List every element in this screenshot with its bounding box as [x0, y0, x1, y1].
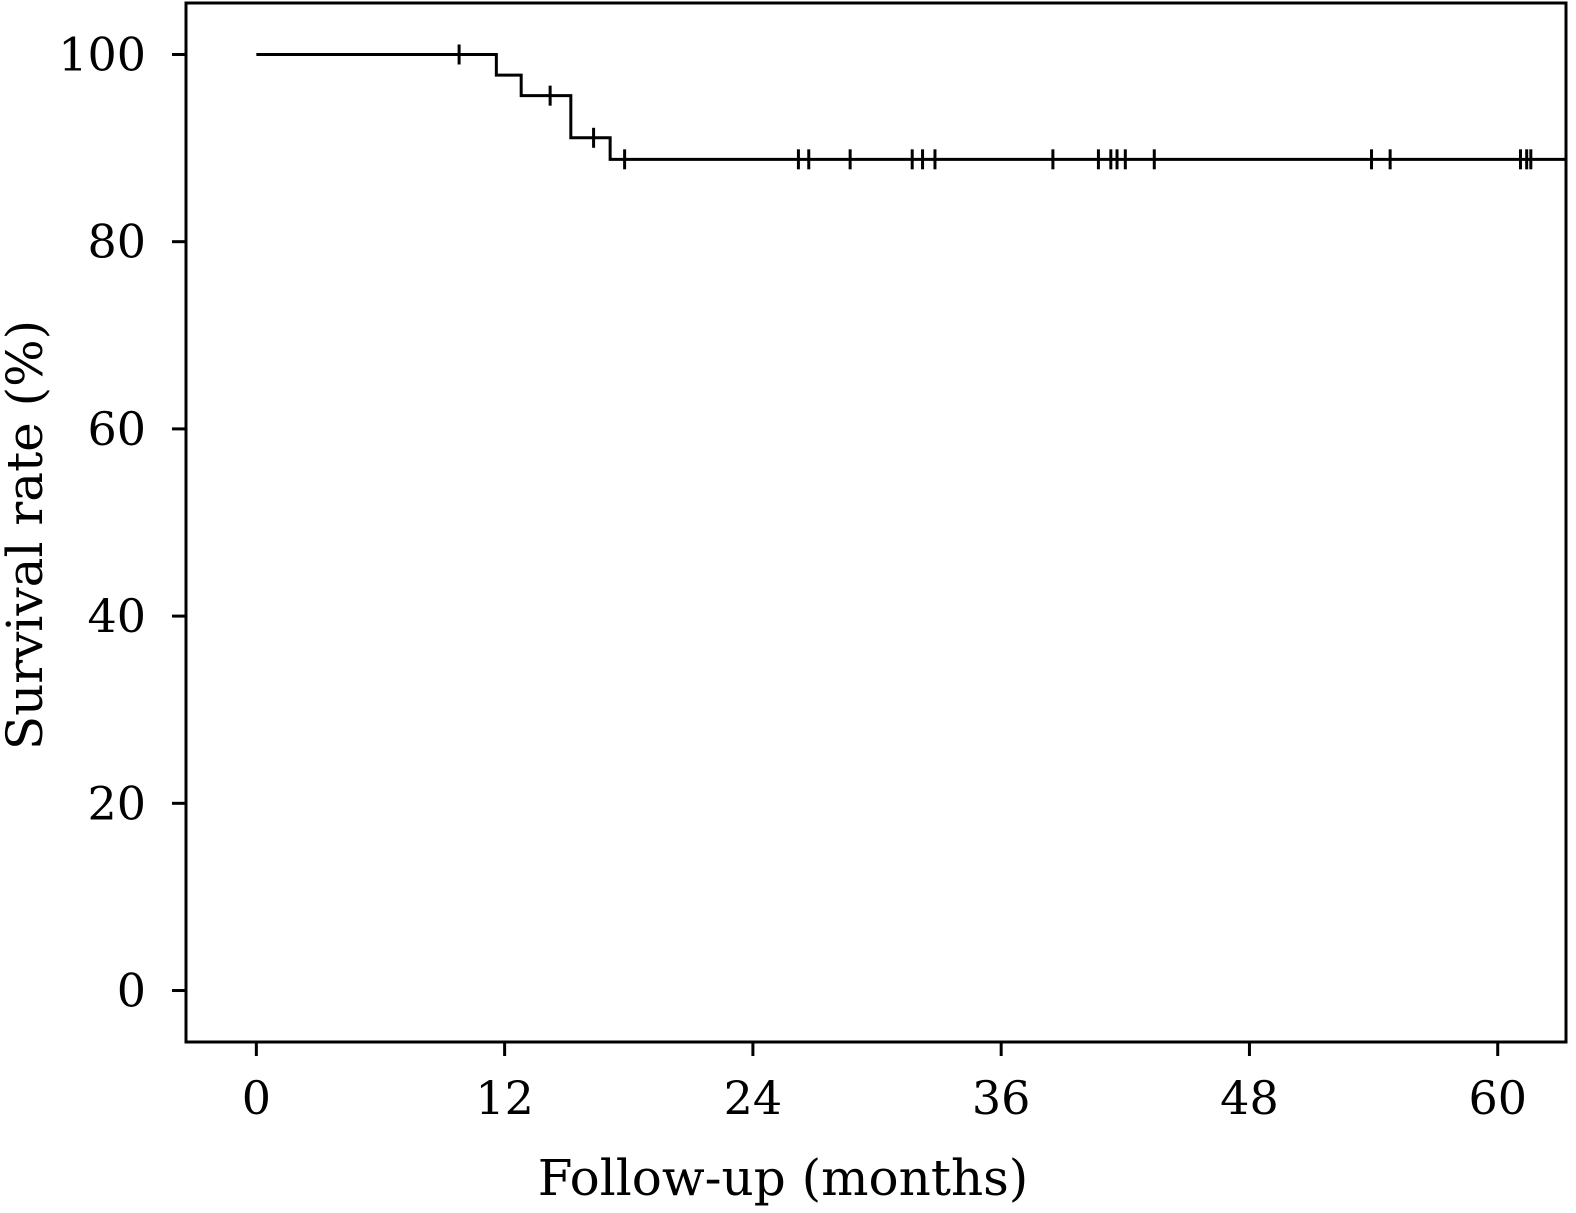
- x-tick-label: 12: [475, 1071, 534, 1125]
- plot-frame-group: [184, 1, 1568, 1044]
- survival-curve-group: [256, 52, 1566, 161]
- y-tick-label: 80: [87, 215, 146, 269]
- x-axis-ticks: 0122436486072: [242, 1042, 1527, 1125]
- x-tick-label: 36: [972, 1071, 1031, 1125]
- y-tick-label: 60: [87, 402, 146, 456]
- censor-marks-group: [457, 44, 1533, 170]
- x-tick-label: 48: [1220, 1071, 1279, 1125]
- y-tick-label: 40: [87, 589, 146, 643]
- x-tick-label: 24: [724, 1071, 783, 1125]
- plot-frame: [184, 1, 1568, 1044]
- y-axis-ticks: 0 20 40 60 80 100: [58, 27, 186, 1018]
- x-tick-label: 0: [242, 1071, 271, 1125]
- y-tick-label: 0: [117, 964, 146, 1018]
- x-axis-label: Follow-up (months): [538, 1149, 1029, 1207]
- y-tick-label: 100: [58, 27, 146, 81]
- y-axis-label: Survival rate (%): [0, 320, 54, 750]
- y-tick-label: 20: [87, 776, 146, 830]
- x-tick-label: 60: [1468, 1071, 1527, 1125]
- survival-step-line: [256, 52, 1566, 161]
